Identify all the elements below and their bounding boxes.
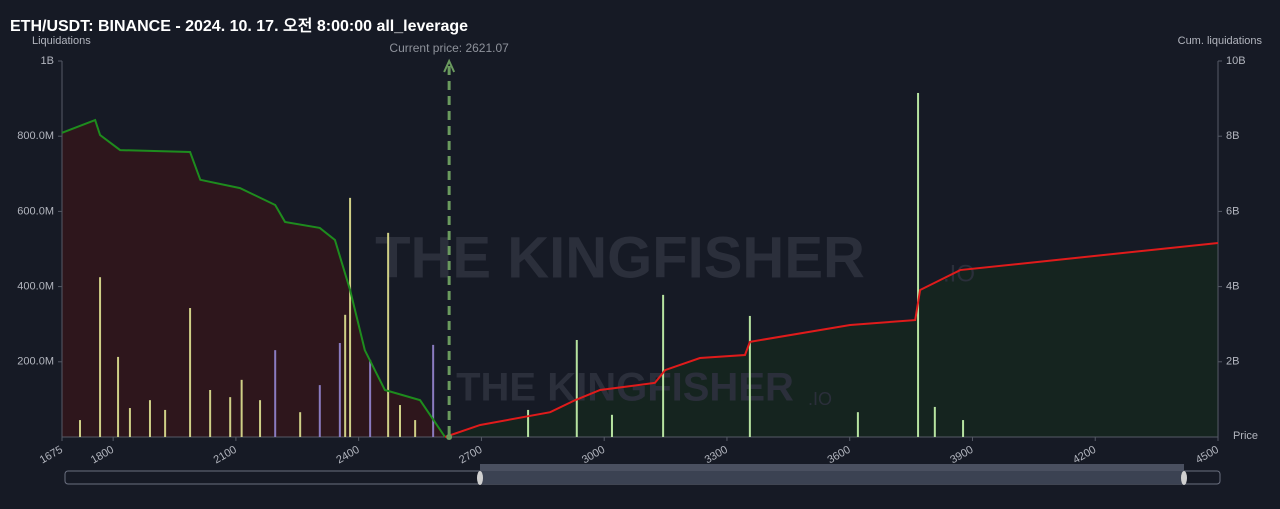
bar <box>299 412 302 437</box>
bar <box>432 344 435 437</box>
bar <box>164 409 167 437</box>
bar <box>610 414 613 437</box>
zoom-slider-bar[interactable] <box>480 464 1184 471</box>
y-tick-label: 600.0M <box>17 205 54 217</box>
bar <box>962 420 965 437</box>
bar <box>933 406 936 437</box>
y2-axis-label: Cum. liquidations <box>1178 35 1263 47</box>
chart-title: ETH/USDT: BINANCE - 2024. 10. 17. 오전 8:0… <box>10 17 468 35</box>
bar <box>99 277 102 437</box>
bar <box>369 359 372 437</box>
bar <box>349 197 352 437</box>
bar <box>917 92 920 438</box>
bar <box>259 400 262 437</box>
y2-tick-label: 6B <box>1226 205 1239 217</box>
y-tick-label: 800.0M <box>17 130 54 142</box>
y-tick-label: 400.0M <box>17 281 54 293</box>
bar <box>575 339 578 437</box>
y2-tick-label: 10B <box>1226 55 1246 67</box>
bar <box>209 390 212 437</box>
line <box>61 118 446 438</box>
bar <box>748 315 751 437</box>
watermark-suffix: .IO <box>943 260 975 287</box>
bar <box>856 412 859 437</box>
x-axis-label: Price <box>1233 430 1258 442</box>
bar <box>128 408 131 437</box>
bar <box>399 405 402 437</box>
y2-tick-label: 2B <box>1226 356 1239 368</box>
bar <box>527 409 530 437</box>
current-price-label: Current price: 2621.07 <box>389 41 509 55</box>
bar <box>79 420 82 437</box>
bar <box>229 397 232 437</box>
zoom-slider-window[interactable] <box>480 471 1184 484</box>
bar <box>189 308 192 437</box>
y-tick-label: 200.0M <box>17 356 54 368</box>
y2-tick-label: 4B <box>1226 281 1239 293</box>
bar <box>414 420 417 437</box>
watermark-suffix: .IO <box>808 389 832 409</box>
bar <box>240 379 243 437</box>
current-price-dot <box>446 434 453 440</box>
area <box>445 242 1218 437</box>
line <box>444 241 1219 438</box>
bar <box>274 350 277 437</box>
current-price-arrow <box>443 58 456 73</box>
bar <box>148 400 151 437</box>
y-tick-label: 1B <box>41 55 54 67</box>
y-axis-label: Liquidations <box>32 35 91 47</box>
bar <box>117 356 120 437</box>
bar <box>662 294 665 437</box>
zoom-slider-handle[interactable] <box>1181 471 1187 485</box>
bar <box>387 232 390 437</box>
watermark: THE KINGFISHER <box>375 225 865 290</box>
zoom-slider-handle[interactable] <box>477 471 483 485</box>
bar <box>338 343 341 437</box>
bar <box>344 314 347 437</box>
y2-tick-label: 8B <box>1226 130 1239 142</box>
bar <box>318 385 321 437</box>
